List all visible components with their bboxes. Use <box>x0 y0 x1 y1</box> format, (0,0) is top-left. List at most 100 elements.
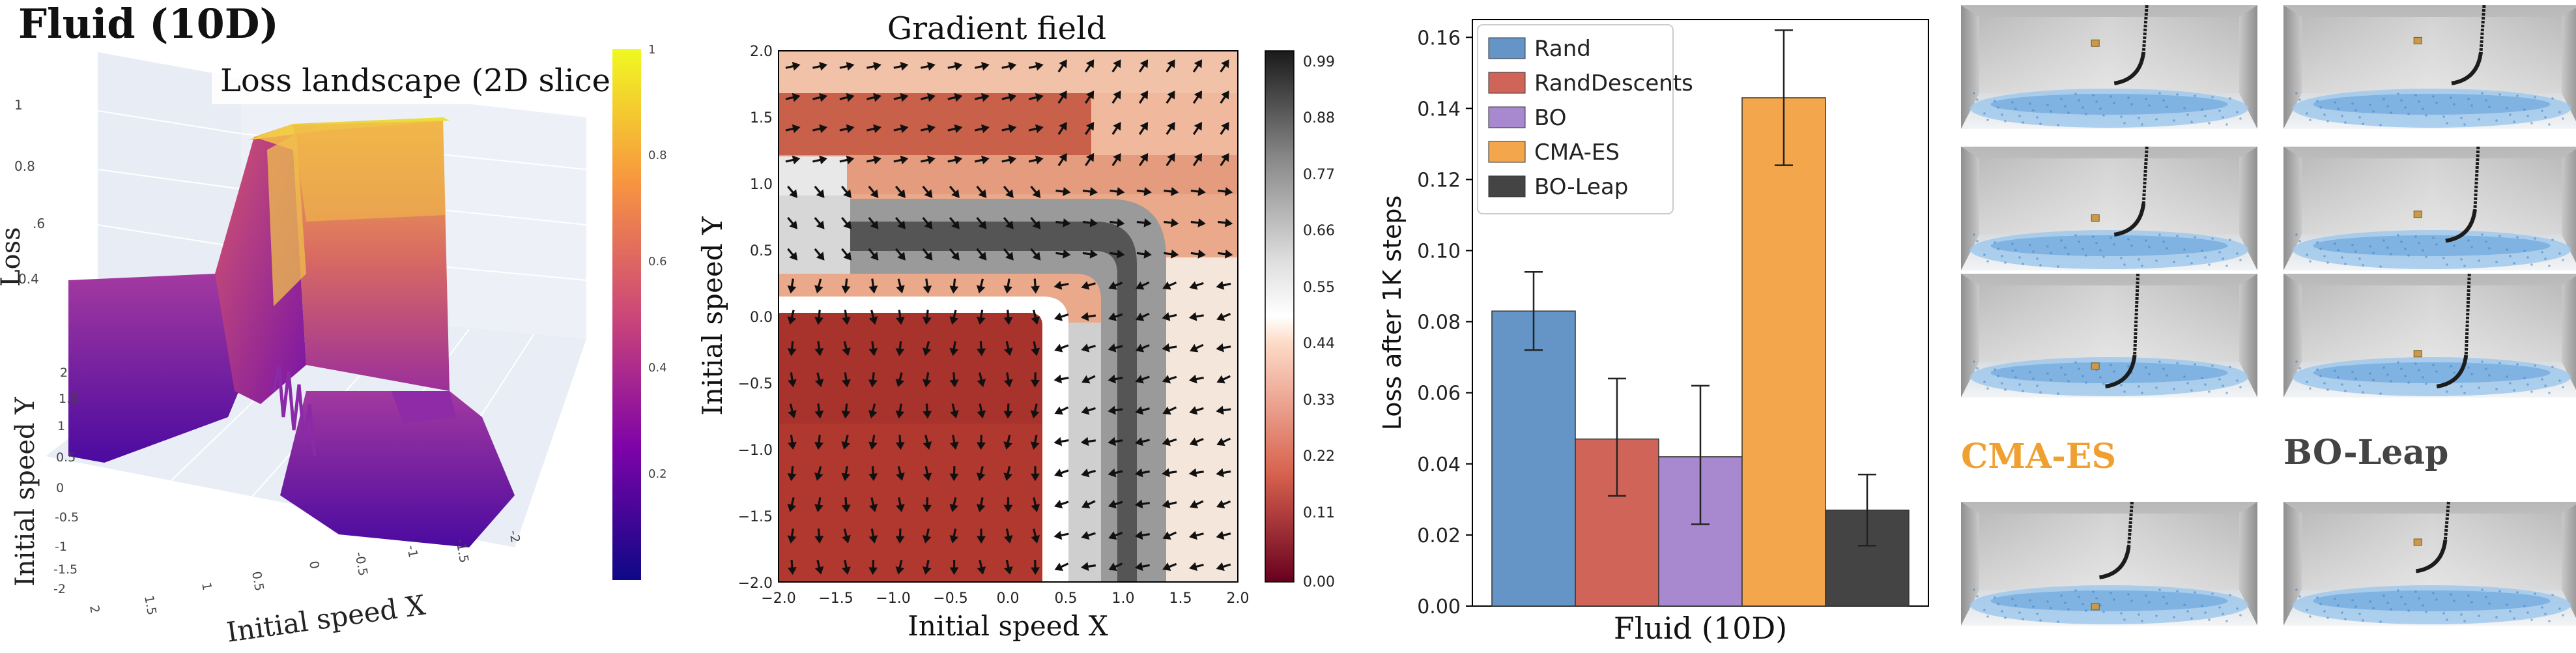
quiver-arrowhead <box>1167 152 1175 162</box>
sim-particle <box>2225 392 2228 394</box>
sim-particle <box>2001 113 2003 116</box>
quiver-arrowhead <box>1005 220 1014 229</box>
quiver-arrowhead <box>868 503 878 512</box>
sim-particle <box>2481 360 2483 363</box>
sim-particle <box>2229 594 2231 596</box>
sim-particle <box>2334 598 2336 600</box>
gradient-colorbar-tick: 0.44 <box>1303 336 1335 352</box>
sim-particle <box>2050 379 2052 381</box>
sim-particle <box>2110 364 2112 366</box>
gradient-title: Gradient field <box>887 10 1106 47</box>
sim-fluid-core <box>1990 94 2228 115</box>
sim-particle <box>1997 375 1999 377</box>
gradient-ytick: −1.5 <box>738 509 773 525</box>
sim-thumbnail <box>2283 5 2576 129</box>
sim-particle <box>2488 602 2491 605</box>
sim-particle <box>2201 108 2203 111</box>
surface-xtick: 0.5 <box>249 570 266 592</box>
sim-particle <box>2113 243 2115 246</box>
sim-arm <box>2464 273 2471 356</box>
sim-particle <box>2036 257 2039 260</box>
quiver-arrowhead <box>895 442 905 450</box>
sim-particle <box>2509 113 2512 116</box>
surface-xtick: -1 <box>404 544 420 559</box>
quiver-arrowhead <box>1030 379 1040 388</box>
surface-ytick: -2 <box>53 582 66 596</box>
sim-particle <box>2022 618 2024 620</box>
bar-ytick-label: 0.08 <box>1417 312 1461 334</box>
sim-gripper <box>2445 209 2477 243</box>
sim-particle <box>2442 257 2445 259</box>
quiver-arrowhead <box>1030 410 1040 419</box>
quiver-arrowhead <box>841 441 851 450</box>
surface-xtick: 2 <box>87 604 102 615</box>
sim-particle <box>2295 588 2298 591</box>
sim-particle <box>2453 244 2455 247</box>
sim-particle <box>2442 612 2445 615</box>
surface-yticks: 2 1.5 1 0.5 0 -0.5 -1 -1.5 -2 <box>53 366 79 596</box>
sim-particle <box>2022 390 2024 392</box>
gradient-colorbar-tick: 0.22 <box>1303 448 1335 465</box>
bar-yticks: 0.00 0.02 0.04 0.06 0.08 0.10 0.12 0.14 0.16 <box>1417 27 1472 618</box>
quiver-arrowhead <box>977 536 986 544</box>
simulation-panel <box>1961 5 2576 626</box>
quiver-arrowhead <box>978 189 987 198</box>
sim-particle <box>2383 594 2385 597</box>
sim-particle <box>2450 365 2452 368</box>
quiver-arrowhead <box>1162 406 1171 415</box>
surface-ridge <box>391 391 456 424</box>
quiver-arrowhead <box>923 504 932 513</box>
gradient-ytick: −0.5 <box>738 376 773 392</box>
sim-particle <box>2162 99 2165 102</box>
sim-particle <box>2562 259 2564 261</box>
quiver-arrowhead <box>1197 218 1206 227</box>
sim-particle <box>2379 265 2382 268</box>
sim-particle <box>2239 386 2242 388</box>
surface-xtick: 1 <box>199 581 214 592</box>
sim-particle <box>2295 92 2298 94</box>
quiver-arrowhead <box>1005 189 1014 198</box>
sim-particle <box>2562 117 2564 120</box>
quiver-arrowhead <box>868 410 878 419</box>
sim-particle <box>2544 385 2547 387</box>
quiver-arrowhead <box>1063 249 1071 259</box>
quiver-arrowhead <box>1108 281 1117 290</box>
quiver-arrowhead <box>792 61 801 71</box>
sim-particle <box>2120 384 2123 386</box>
quiver-arrowhead <box>1059 59 1067 68</box>
quiver-arrowhead <box>1216 343 1224 353</box>
quiver-arrowhead <box>922 347 932 356</box>
sim-particle <box>2351 371 2354 373</box>
sim-particle <box>2036 613 2039 615</box>
sim-particle <box>2506 375 2508 378</box>
quiver-arrowhead <box>1003 285 1013 294</box>
sim-particle <box>2446 263 2448 266</box>
sim-particle <box>2211 96 2214 98</box>
sim-particle <box>2222 613 2224 615</box>
sim-particle <box>2323 255 2326 257</box>
sim-particle <box>2354 109 2357 111</box>
sim-arm <box>2141 146 2149 204</box>
sim-particle <box>2001 382 2003 385</box>
sim-particle <box>2362 391 2364 394</box>
sim-particle <box>2418 597 2420 600</box>
sim-particle <box>1983 112 1986 115</box>
sim-particle <box>1986 260 1989 263</box>
sim-particle <box>2127 365 2130 368</box>
sim-particle <box>2211 237 2214 240</box>
sim-particle <box>2095 100 2098 103</box>
sim-particle <box>2541 251 2543 254</box>
quiver-arrowhead <box>787 348 797 356</box>
sim-particle <box>2337 604 2340 607</box>
sim-particle <box>2425 255 2427 258</box>
quiver-arrowhead <box>1080 562 1089 572</box>
sim-particle <box>2039 391 2042 394</box>
surface-colorbar <box>612 49 641 580</box>
quiver-arrowhead <box>841 285 851 294</box>
quiver-arrowhead <box>1108 499 1117 509</box>
sim-fluid-core <box>2313 362 2551 383</box>
quiver-arrowhead <box>1167 59 1175 68</box>
quiver-arrowhead <box>900 61 909 71</box>
sim-particle <box>2057 124 2059 126</box>
heatmap-red-block-lower <box>779 424 1042 582</box>
